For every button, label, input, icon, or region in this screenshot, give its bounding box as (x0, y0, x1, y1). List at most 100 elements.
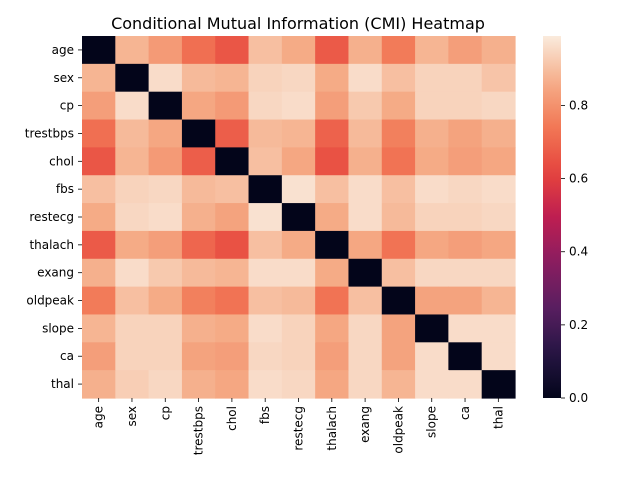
heatmap-cell-trestbps-exang (348, 119, 383, 148)
heatmap-cell-slope-cp (148, 314, 183, 343)
heatmap-cell-thal-thalach (315, 370, 350, 399)
heatmap-cell-age-oldpeak (381, 36, 416, 65)
heatmap-cell-chol-cp (148, 147, 183, 176)
colorbar-tick-label: 0.8 (569, 98, 588, 112)
heatmap-cell-cp-cp (148, 91, 183, 121)
heatmap-cell-fbs-chol (215, 175, 250, 204)
heatmap-cell-sex-restecg (281, 63, 316, 93)
colorbar-tick-label: 0.6 (569, 172, 588, 186)
heatmap-cell-trestbps-age (82, 119, 116, 148)
heatmap-cell-cp-sex (115, 91, 150, 121)
heatmap-cell-fbs-sex (115, 175, 150, 204)
column-label-chol: chol (225, 406, 239, 431)
heatmap-cell-oldpeak-chol (215, 286, 250, 316)
heatmap-cell-thalach-ca (448, 230, 483, 260)
heatmap-cell-trestbps-trestbps (181, 119, 216, 148)
heatmap-cell-ca-oldpeak (381, 342, 416, 371)
heatmap-cell-slope-age (82, 314, 116, 343)
heatmap-cell-fbs-ca (448, 175, 483, 204)
heatmap-cell-exang-sex (115, 258, 150, 288)
row-label-ca: ca (60, 349, 74, 363)
heatmap-cell-ca-slope (415, 342, 449, 371)
column-labels: age sex cp trestbps chol fbs restecg thalach exa… (92, 398, 505, 455)
heatmap-cell-chol-age (82, 147, 116, 176)
chart-title: Conditional Mutual Information (CMI) Hea… (111, 14, 485, 33)
heatmap-cell-fbs-cp (148, 175, 183, 204)
heatmap-cell-fbs-fbs (248, 175, 283, 204)
heatmap-cell-ca-cp (148, 342, 183, 371)
heatmap-cell-exang-oldpeak (381, 258, 416, 288)
heatmap-cell-fbs-thalach (315, 175, 350, 204)
heatmap-cell-oldpeak-oldpeak (381, 286, 416, 316)
heatmap-cell-slope-slope (415, 314, 449, 343)
heatmap-cell-exang-restecg (281, 258, 316, 288)
heatmap-cell-oldpeak-exang (348, 286, 383, 316)
heatmap-cell-trestbps-restecg (281, 119, 316, 148)
heatmap-cell-oldpeak-fbs (248, 286, 283, 316)
heatmap-cell-oldpeak-sex (115, 286, 150, 316)
heatmap-cell-thalach-age (82, 230, 116, 260)
row-label-slope: slope (42, 321, 74, 335)
heatmap-cell-exang-fbs (248, 258, 283, 288)
heatmap-cell-trestbps-cp (148, 119, 183, 148)
heatmap-cell-slope-fbs (248, 314, 283, 343)
row-labels: age sex cp trestbps chol fbs restecg thalach exa… (25, 43, 82, 391)
heatmap-cell-fbs-thal (481, 175, 516, 204)
heatmap-cell-sex-age (82, 63, 116, 93)
heatmap-cell-thalach-sex (115, 230, 150, 260)
heatmap-cell-trestbps-chol (215, 119, 250, 148)
heatmap-cell-thalach-slope (415, 230, 449, 260)
row-label-chol: chol (49, 154, 74, 168)
heatmap-cell-age-restecg (281, 36, 316, 65)
heatmap-cell-cp-slope (415, 91, 449, 121)
heatmap-cell-age-age (82, 36, 116, 65)
heatmap-cell-slope-exang (348, 314, 383, 343)
heatmap-cell-trestbps-fbs (248, 119, 283, 148)
heatmap-cell-sex-exang (348, 63, 383, 93)
heatmap-cell-age-trestbps (181, 36, 216, 65)
heatmap-cell-cp-ca (448, 91, 483, 121)
heatmap-cell-restecg-thalach (315, 203, 350, 232)
heatmap-cell-oldpeak-age (82, 286, 116, 316)
colorbar-tick-label: 0.4 (569, 245, 588, 259)
heatmap-cell-thalach-trestbps (181, 230, 216, 260)
row-label-fbs: fbs (56, 182, 74, 196)
row-label-age: age (52, 43, 74, 57)
column-label-restecg: restecg (292, 406, 306, 451)
heatmap-cell-cp-oldpeak (381, 91, 416, 121)
row-label-oldpeak: oldpeak (26, 294, 74, 308)
heatmap-cell-slope-sex (115, 314, 150, 343)
heatmap-cell-restecg-trestbps (181, 203, 216, 232)
heatmap-cell-fbs-exang (348, 175, 383, 204)
heatmap-cell-thalach-restecg (281, 230, 316, 260)
heatmap-cell-thal-cp (148, 370, 183, 399)
heatmap-cell-age-slope (415, 36, 449, 65)
heatmap-cell-ca-ca (448, 342, 483, 371)
heatmap-cell-thalach-fbs (248, 230, 283, 260)
row-label-sex: sex (53, 71, 74, 85)
heatmap-cell-sex-cp (148, 63, 183, 93)
heatmap-cell-oldpeak-thalach (315, 286, 350, 316)
heatmap-cell-cp-fbs (248, 91, 283, 121)
heatmap-cell-restecg-ca (448, 203, 483, 232)
heatmap-cell-slope-thal (481, 314, 516, 343)
heatmap-cell-fbs-trestbps (181, 175, 216, 204)
heatmap-cell-thal-chol (215, 370, 250, 399)
heatmap-cell-ca-trestbps (181, 342, 216, 371)
heatmap-cell-restecg-chol (215, 203, 250, 232)
heatmap-cell-trestbps-slope (415, 119, 449, 148)
heatmap-cell-thalach-cp (148, 230, 183, 260)
heatmap-cell-sex-sex (115, 63, 150, 93)
heatmap-cell-thal-trestbps (181, 370, 216, 399)
column-label-exang: exang (358, 406, 372, 443)
row-label-exang: exang (37, 266, 74, 280)
heatmap-cell-cp-chol (215, 91, 250, 121)
heatmap-cell-chol-thal (481, 147, 516, 176)
column-label-sex: sex (125, 406, 139, 427)
heatmap-cell-trestbps-oldpeak (381, 119, 416, 148)
heatmap-cell-cp-thal (481, 91, 516, 121)
heatmap-cell-ca-exang (348, 342, 383, 371)
heatmap-cell-oldpeak-trestbps (181, 286, 216, 316)
heatmap-cell-exang-chol (215, 258, 250, 288)
